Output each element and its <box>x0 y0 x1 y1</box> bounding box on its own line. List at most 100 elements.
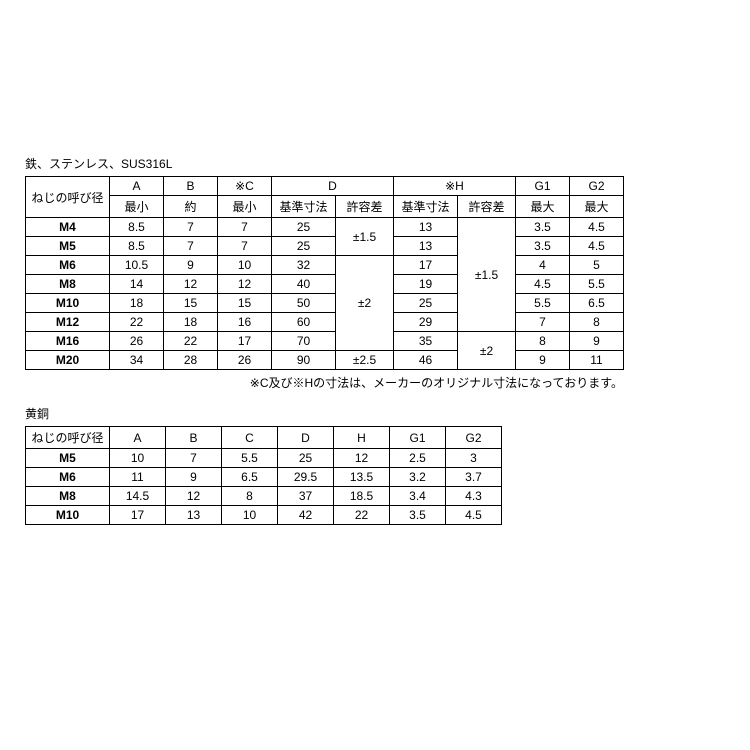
sub-h1: 基準寸法 <box>394 196 458 218</box>
cell: 26 <box>218 351 272 370</box>
cell: 4.5 <box>516 275 570 294</box>
cell-dtol: ±1.5 <box>336 218 394 256</box>
cell: 26 <box>110 332 164 351</box>
sub-h2: 許容差 <box>458 196 516 218</box>
cell: 9 <box>570 332 624 351</box>
col-g1: G1 <box>516 177 570 196</box>
cell-htol: ±2 <box>458 332 516 370</box>
cell: 7 <box>218 218 272 237</box>
sub-d1: 基準寸法 <box>272 196 336 218</box>
cell: 3.5 <box>516 218 570 237</box>
col-b: B <box>164 177 218 196</box>
row-label: M5 <box>26 237 110 256</box>
cell: 3.4 <box>390 487 446 506</box>
cell: 12 <box>166 487 222 506</box>
table2: ねじの呼び径 A B C D H G1 G2 M5 10 7 5.5 25 12… <box>25 426 502 525</box>
cell: 14.5 <box>110 487 166 506</box>
cell: 40 <box>272 275 336 294</box>
cell: 2.5 <box>390 449 446 468</box>
cell: 28 <box>164 351 218 370</box>
row-label: M6 <box>26 256 110 275</box>
cell: 6.5 <box>570 294 624 313</box>
cell: 22 <box>334 506 390 525</box>
row-label: M5 <box>26 449 110 468</box>
row-label: M8 <box>26 275 110 294</box>
row-label: M4 <box>26 218 110 237</box>
cell: 22 <box>110 313 164 332</box>
sub-g2: 最大 <box>570 196 624 218</box>
table-row: M8 14 12 12 40 19 4.5 5.5 <box>26 275 624 294</box>
cell: 60 <box>272 313 336 332</box>
cell: 4.5 <box>446 506 502 525</box>
cell-dtol: ±2 <box>336 256 394 351</box>
cell: 16 <box>218 313 272 332</box>
cell: 11 <box>570 351 624 370</box>
cell: 50 <box>272 294 336 313</box>
cell: 32 <box>272 256 336 275</box>
cell: 46 <box>394 351 458 370</box>
cell: 10 <box>218 256 272 275</box>
cell: 6.5 <box>222 468 278 487</box>
cell: 3.5 <box>390 506 446 525</box>
table-row: M6 11 9 6.5 29.5 13.5 3.2 3.7 <box>26 468 502 487</box>
cell: 29.5 <box>278 468 334 487</box>
cell: 10 <box>222 506 278 525</box>
cell: 17 <box>110 506 166 525</box>
cell: 10.5 <box>110 256 164 275</box>
cell: 25 <box>394 294 458 313</box>
col-d: D <box>272 177 394 196</box>
table1-header-row2: 最小 約 最小 基準寸法 許容差 基準寸法 許容差 最大 最大 <box>26 196 624 218</box>
table2-header: ねじの呼び径 A B C D H G1 G2 <box>26 427 502 449</box>
row-label: M16 <box>26 332 110 351</box>
col-g2: G2 <box>446 427 502 449</box>
cell: 18.5 <box>334 487 390 506</box>
cell: 3.7 <box>446 468 502 487</box>
col-label: ねじの呼び径 <box>26 177 110 218</box>
cell: 7 <box>164 237 218 256</box>
sub-b: 約 <box>164 196 218 218</box>
cell: 13 <box>394 218 458 237</box>
cell: 35 <box>394 332 458 351</box>
col-g2: G2 <box>570 177 624 196</box>
cell: 8 <box>570 313 624 332</box>
table1: ねじの呼び径 A B ※C D ※H G1 G2 最小 約 最小 基準寸法 許容… <box>25 176 624 370</box>
cell: 13.5 <box>334 468 390 487</box>
table-row: M12 22 18 16 60 29 7 8 <box>26 313 624 332</box>
cell: 3.5 <box>516 237 570 256</box>
row-label: M10 <box>26 294 110 313</box>
col-label: ねじの呼び径 <box>26 427 110 449</box>
cell: 8.5 <box>110 237 164 256</box>
col-a: A <box>110 427 166 449</box>
table-row: M16 26 22 17 70 35 ±2 8 9 <box>26 332 624 351</box>
cell: 4.5 <box>570 218 624 237</box>
table1-title: 鉄、ステンレス、SUS316L <box>25 155 725 172</box>
table-row: M10 18 15 15 50 25 5.5 6.5 <box>26 294 624 313</box>
cell: 22 <box>164 332 218 351</box>
cell: 8.5 <box>110 218 164 237</box>
row-label: M8 <box>26 487 110 506</box>
cell: 5.5 <box>570 275 624 294</box>
cell: 17 <box>394 256 458 275</box>
table1-note: ※C及び※Hの寸法は、メーカーのオリジナル寸法になっております。 <box>25 374 623 391</box>
cell: 5.5 <box>222 449 278 468</box>
cell: 4.5 <box>570 237 624 256</box>
col-c: ※C <box>218 177 272 196</box>
col-d: D <box>278 427 334 449</box>
cell: 13 <box>166 506 222 525</box>
col-b: B <box>166 427 222 449</box>
table-row: M20 34 28 26 90 ±2.5 46 9 11 <box>26 351 624 370</box>
cell: 10 <box>110 449 166 468</box>
row-label: M6 <box>26 468 110 487</box>
cell: 25 <box>272 237 336 256</box>
sub-d2: 許容差 <box>336 196 394 218</box>
cell: 15 <box>218 294 272 313</box>
cell: 19 <box>394 275 458 294</box>
cell: 42 <box>278 506 334 525</box>
cell: 5 <box>570 256 624 275</box>
cell: 25 <box>278 449 334 468</box>
cell: 34 <box>110 351 164 370</box>
cell: 7 <box>218 237 272 256</box>
table1-header-row1: ねじの呼び径 A B ※C D ※H G1 G2 <box>26 177 624 196</box>
cell: 37 <box>278 487 334 506</box>
row-label: M12 <box>26 313 110 332</box>
